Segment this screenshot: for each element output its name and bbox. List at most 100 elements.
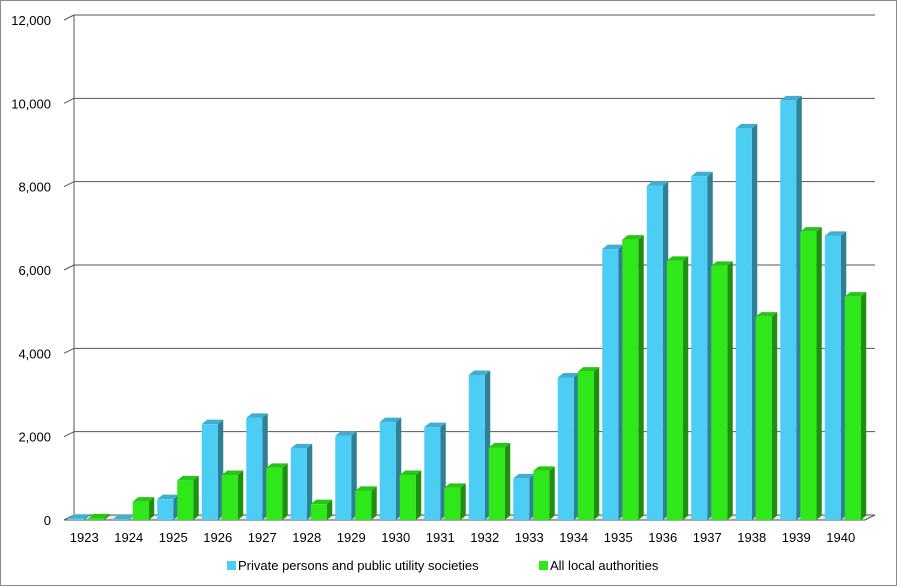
x-tick-label: 1933 [515,530,544,545]
bar-private-1935 [602,244,624,520]
bar-front [646,185,663,521]
x-tick-label: 1924 [114,530,143,545]
x-tick-label: 1937 [693,530,722,545]
bar-local-authorities-1923 [88,513,110,520]
x-tick-label: 1923 [70,530,99,545]
bar-local-authorities-1929 [355,486,377,520]
gridline-diag [63,181,75,188]
x-tick-label: 1925 [159,530,188,545]
bar-side [84,514,90,520]
bar-front [557,377,574,520]
bar-front [335,435,352,520]
bar-side [727,261,733,520]
bar-front [379,422,396,520]
bar-top [335,431,357,436]
bar-top [157,494,179,500]
bar-top [844,292,867,297]
bar-top [424,422,446,428]
bar-top [112,514,135,520]
x-tick-label: 1931 [426,530,455,545]
y-tick-label: 10,000 [11,96,51,111]
bar-side [504,443,511,520]
gridline-diag [63,347,75,354]
legend-swatch-local-authorities [539,561,548,570]
bar-front [132,501,149,520]
y-tick-label: 8,000 [18,180,51,195]
bar-front [488,447,505,520]
x-tick-label: 1930 [381,530,410,545]
bar-top [379,417,402,423]
bar-top [221,470,244,475]
y-tick-label: 2,000 [18,430,51,445]
y-tick-label: 6,000 [18,263,51,278]
bar-top [355,486,377,491]
x-tick-label: 1936 [648,530,677,545]
bar-front [691,176,708,520]
legend-swatch-private [227,561,236,570]
bar-local-authorities-1925 [177,475,199,520]
bar-side [371,486,377,520]
bar-local-authorities-1930 [399,470,422,520]
bar-top [646,181,669,186]
bar-top [755,312,778,317]
x-tick-label: 1935 [604,530,633,545]
bar-local-authorities-1934 [577,367,600,520]
bar-top [468,370,491,375]
x-tick-label: 1934 [559,530,588,545]
y-tick-label: 4,000 [18,346,51,361]
bar-side [460,483,466,520]
bar-front [424,427,441,520]
y-tick-label: 0 [44,513,51,528]
gridline-diag [63,431,75,438]
bar-top [88,513,110,519]
bar-front [513,478,530,520]
bar-front [844,296,861,520]
bar-front [68,518,85,520]
bar-side [593,367,600,520]
bar-front [533,470,550,520]
bar-side [237,470,244,520]
bar-side [148,497,155,520]
bar-top [201,419,224,425]
bar-private-1938 [735,123,758,521]
bar-local-authorities-1935 [622,235,644,521]
bar-private-1933 [513,473,535,520]
bar-side [682,256,689,520]
bar-top [577,367,600,372]
bar-local-authorities-1928 [310,499,333,520]
gridline-diag [63,14,75,21]
bar-side [193,475,199,520]
bar-front [711,265,728,520]
bar-top [399,470,422,475]
bar-top [557,373,580,378]
bar-private-1937 [691,171,713,520]
bar-front [157,499,174,520]
bar-top [602,244,624,250]
bar-front [577,371,594,520]
bar-top [691,171,713,177]
bar-top [68,514,90,519]
bar-private-1939 [780,95,802,521]
bar-front [602,249,619,520]
bar-local-authorities-1939 [800,227,822,520]
bar-front [221,475,238,520]
x-tick-label: 1938 [737,530,766,545]
gridline-diag [63,264,75,271]
bar-side [282,463,288,520]
bar-top [735,123,758,129]
bar-front [355,490,372,520]
bar-top [666,256,689,261]
bar-top [513,473,535,479]
bar-front [444,487,461,520]
bar-front [666,260,683,520]
bar-front [800,231,817,520]
bar-local-authorities-1940 [844,292,867,520]
bar-front [468,375,485,520]
bar-top [266,463,288,468]
bar-side [816,227,822,520]
bar-local-authorities-1933 [533,466,555,520]
bar-side [549,466,555,520]
bar-private-1923 [68,514,90,520]
bar-private-1940 [824,231,847,521]
